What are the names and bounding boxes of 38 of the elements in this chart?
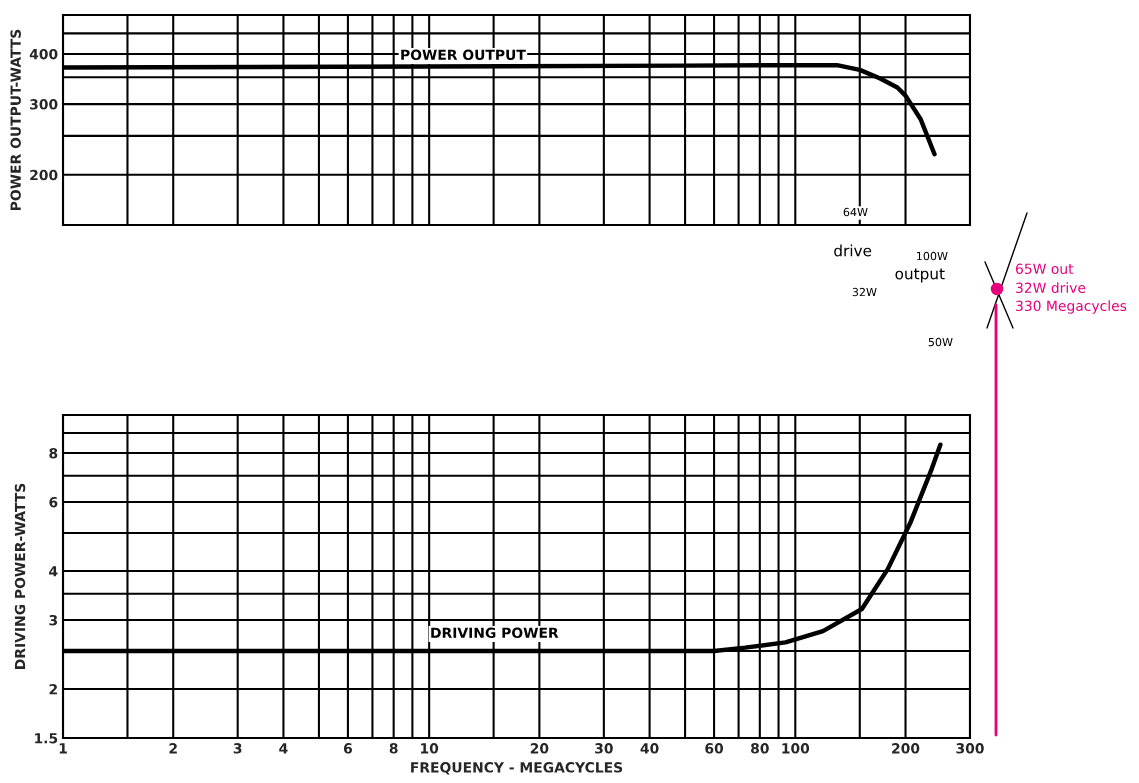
- text: 50W: [928, 337, 953, 347]
- x-axis-title: FREQUENCY - MEGACYCLES: [411, 762, 623, 775]
- annotation: 64W: [843, 207, 868, 217]
- y-tick-label: 4: [49, 566, 58, 577]
- text: 100W: [917, 251, 948, 261]
- x-tick-label: 1: [59, 743, 67, 754]
- x-tick-label: 8: [389, 743, 398, 754]
- y-tick-label: 8: [49, 447, 58, 459]
- x-tick-label: 10: [421, 743, 439, 754]
- y-tick-label: 1.5: [35, 733, 58, 744]
- text: drive: [834, 244, 872, 257]
- x-tick-label: 4: [279, 743, 288, 754]
- text: 32W: [852, 287, 877, 297]
- x-tick-label: 300: [956, 743, 984, 754]
- y-tick-label: 400: [29, 48, 58, 60]
- x-tick-label: 20: [530, 743, 549, 754]
- y-tick-label: 2: [49, 683, 57, 695]
- x-tick-label: 30: [595, 743, 613, 754]
- y-axis-title: POWER OUTPUT-WATTS: [10, 29, 21, 210]
- x-tick-label: 200: [892, 743, 920, 754]
- x-tick-label: 100: [782, 743, 810, 754]
- text: output: [895, 268, 945, 283]
- y-tick-label: 200: [30, 169, 58, 181]
- text: 65W out: [1015, 263, 1074, 275]
- x-tick-label: 60: [705, 743, 724, 754]
- text: 32W drive: [1016, 282, 1086, 294]
- annotation: POWER OUTPUT: [401, 49, 526, 61]
- y-axis-title: DRIVING POWER-WATTS: [14, 483, 26, 669]
- annotation: DRIVING POWER: [431, 627, 559, 639]
- x-tick-label: 3: [233, 743, 242, 754]
- y-tick-label: 6: [49, 496, 58, 508]
- y-tick-label: 3: [49, 614, 58, 626]
- x-tick-label: 80: [751, 743, 769, 754]
- y-tick-label: 300: [30, 99, 58, 110]
- text: 330 Megacycles: [1016, 300, 1127, 314]
- x-tick-label: 2: [169, 743, 177, 754]
- x-tick-label: 40: [640, 743, 659, 754]
- x-tick-label: 6: [343, 743, 353, 754]
